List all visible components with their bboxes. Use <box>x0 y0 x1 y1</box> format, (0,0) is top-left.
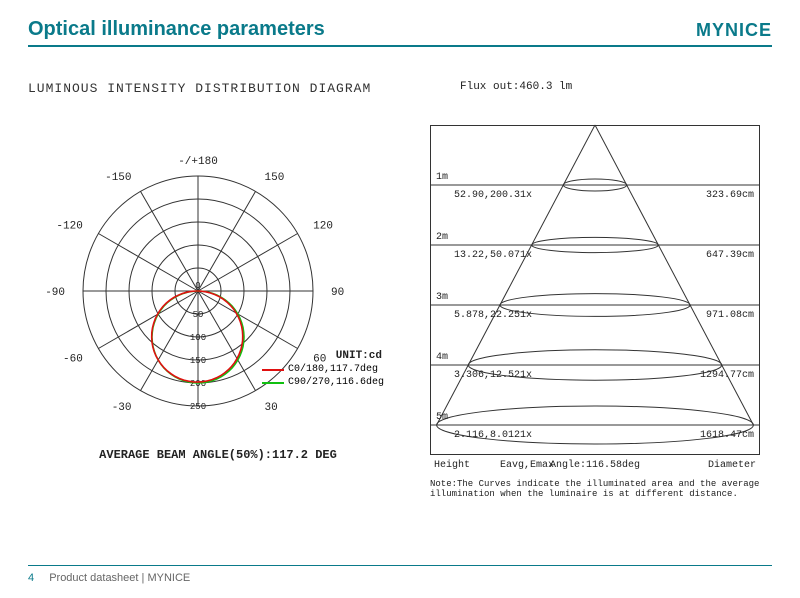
svg-text:1m: 1m <box>436 172 448 183</box>
svg-text:4m: 4m <box>436 352 448 363</box>
polar-unit-label: UNIT:cd <box>336 350 382 362</box>
polar-panel: LUMINOUS INTENSITY DISTRIBUTION DIAGRAM … <box>28 81 408 499</box>
svg-text:100: 100 <box>190 333 206 343</box>
svg-text:-90: -90 <box>45 287 65 299</box>
svg-text:971.08cm: 971.08cm <box>706 310 754 321</box>
svg-text:200: 200 <box>190 379 206 389</box>
svg-text:150: 150 <box>265 172 285 184</box>
svg-text:-150: -150 <box>105 172 131 184</box>
svg-text:30: 30 <box>265 402 278 414</box>
svg-text:52.90,200.31x: 52.90,200.31x <box>454 190 532 201</box>
cone-chart: 1m 52.90,200.31x 323.69cm 2m 13.22,50.071x 64… <box>430 95 770 475</box>
svg-text:Height: Height <box>434 459 470 471</box>
svg-text:647.39cm: 647.39cm <box>706 250 754 261</box>
polar-title: LUMINOUS INTENSITY DISTRIBUTION DIAGRAM <box>28 81 408 96</box>
header: Optical illuminance parameters MYNICE <box>28 18 772 47</box>
svg-text:120: 120 <box>313 221 333 233</box>
svg-text:2m: 2m <box>436 232 448 243</box>
svg-text:1618.47cm: 1618.47cm <box>700 430 754 441</box>
svg-text:0: 0 <box>195 281 200 291</box>
svg-text:323.69cm: 323.69cm <box>706 190 754 201</box>
legend-label: C0/180,117.7deg <box>288 364 378 375</box>
polar-legend: C0/180,117.7deg C90/270,116.6deg <box>262 364 384 390</box>
avg-beam-label: AVERAGE BEAM ANGLE(50%):117.2 DEG <box>28 448 408 462</box>
svg-text:50: 50 <box>193 310 204 320</box>
svg-text:150: 150 <box>190 356 206 366</box>
svg-text:-/+180: -/+180 <box>178 156 218 168</box>
page-title: Optical illuminance parameters <box>28 18 325 41</box>
legend-swatch <box>262 369 284 371</box>
svg-text:2.116,8.0121x: 2.116,8.0121x <box>454 430 532 441</box>
svg-text:1294.77cm: 1294.77cm <box>700 370 754 381</box>
svg-text:Diameter: Diameter <box>708 459 756 471</box>
legend-swatch <box>262 382 284 384</box>
svg-text:Eavg,Emax: Eavg,Emax <box>500 460 554 471</box>
polar-chart: -150150-120120-9090-6060-3030-/+18005010… <box>28 116 388 446</box>
legend-item: C90/270,116.6deg <box>262 377 384 388</box>
svg-text:-120: -120 <box>56 221 82 233</box>
page-number: 4 <box>28 572 34 584</box>
svg-text:3m: 3m <box>436 292 448 303</box>
svg-text:-30: -30 <box>112 402 132 414</box>
content-row: LUMINOUS INTENSITY DISTRIBUTION DIAGRAM … <box>28 81 772 499</box>
svg-text:3.306,12.521x: 3.306,12.521x <box>454 370 532 381</box>
brand-logo: MYNICE <box>696 20 772 41</box>
legend-label: C90/270,116.6deg <box>288 377 384 388</box>
cone-panel: Flux out:460.3 lm 1m 52.90,200.31x 323.69c… <box>430 81 770 499</box>
svg-text:5m: 5m <box>436 412 448 423</box>
legend-item: C0/180,117.7deg <box>262 364 384 375</box>
footer: 4 Product datasheet | MYNICE <box>28 565 772 584</box>
svg-text:13.22,50.071x: 13.22,50.071x <box>454 250 532 261</box>
svg-text:90: 90 <box>331 287 344 299</box>
svg-text:-60: -60 <box>63 354 83 366</box>
flux-out-label: Flux out:460.3 lm <box>460 81 770 93</box>
footer-text: Product datasheet | MYNICE <box>49 572 190 584</box>
svg-text:5.878,22.251x: 5.878,22.251x <box>454 310 532 321</box>
svg-text:250: 250 <box>190 402 206 412</box>
cone-note: Note:The Curves indicate the illuminated… <box>430 479 770 499</box>
svg-text:Angle:116.58deg: Angle:116.58deg <box>550 459 640 471</box>
